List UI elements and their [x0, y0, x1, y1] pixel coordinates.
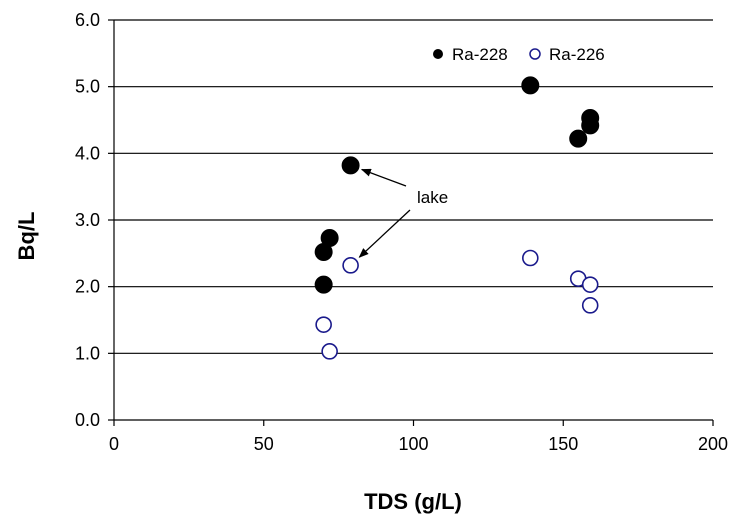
legend-marker-ra-226	[529, 48, 541, 60]
legend-marker-ra-228	[433, 49, 443, 59]
point-ra-228-5	[569, 129, 588, 148]
axes	[108, 19, 714, 426]
y-tick-label-6: 6.0	[75, 10, 100, 30]
legend: Ra-228 Ra-226	[433, 45, 605, 64]
annotation-arrow-1	[358, 209, 411, 258]
point-ra-228-0	[314, 275, 333, 294]
point-ra-226-0	[315, 316, 332, 333]
point-ra-228-4	[521, 76, 540, 95]
tick-labels: 0.0 1.0 2.0 3.0 4.0 5.0 6.0 0 50 100 150 200	[75, 10, 728, 454]
y-axis-title: Bq/L	[14, 212, 39, 261]
point-ra-226-6	[581, 297, 599, 314]
annotation-arrow-0	[360, 168, 407, 187]
point-ra-226-2	[342, 257, 359, 274]
y-tick-label-1: 1.0	[75, 343, 100, 363]
y-tick-label-2: 2.0	[75, 277, 100, 297]
x-tick-label-1: 50	[254, 434, 274, 454]
x-tick-label-3: 150	[548, 434, 578, 454]
point-ra-228-3	[341, 156, 360, 175]
legend-label-ra-228: Ra-228	[452, 45, 508, 64]
x-tick-label-0: 0	[109, 434, 119, 454]
y-tick-label-5: 5.0	[75, 77, 100, 97]
y-tick-label-3: 3.0	[75, 210, 100, 230]
point-ra-228-7	[581, 109, 600, 127]
point-ra-226-3	[522, 249, 539, 267]
annotation-lake: lake	[417, 188, 448, 207]
legend-label-ra-226: Ra-226	[549, 45, 605, 64]
data-points	[314, 76, 600, 360]
annotation: lake	[358, 168, 448, 258]
point-ra-226-1	[321, 343, 338, 360]
x-axis-title: TDS (g/L)	[364, 489, 462, 514]
gridlines	[114, 19, 713, 354]
y-tick-label-4: 4.0	[75, 143, 100, 163]
point-ra-228-2	[320, 229, 339, 247]
x-tick-label-2: 100	[398, 434, 428, 454]
x-tick-label-4: 200	[698, 434, 728, 454]
y-tick-label-0: 0.0	[75, 410, 100, 430]
point-ra-226-5	[581, 276, 599, 293]
